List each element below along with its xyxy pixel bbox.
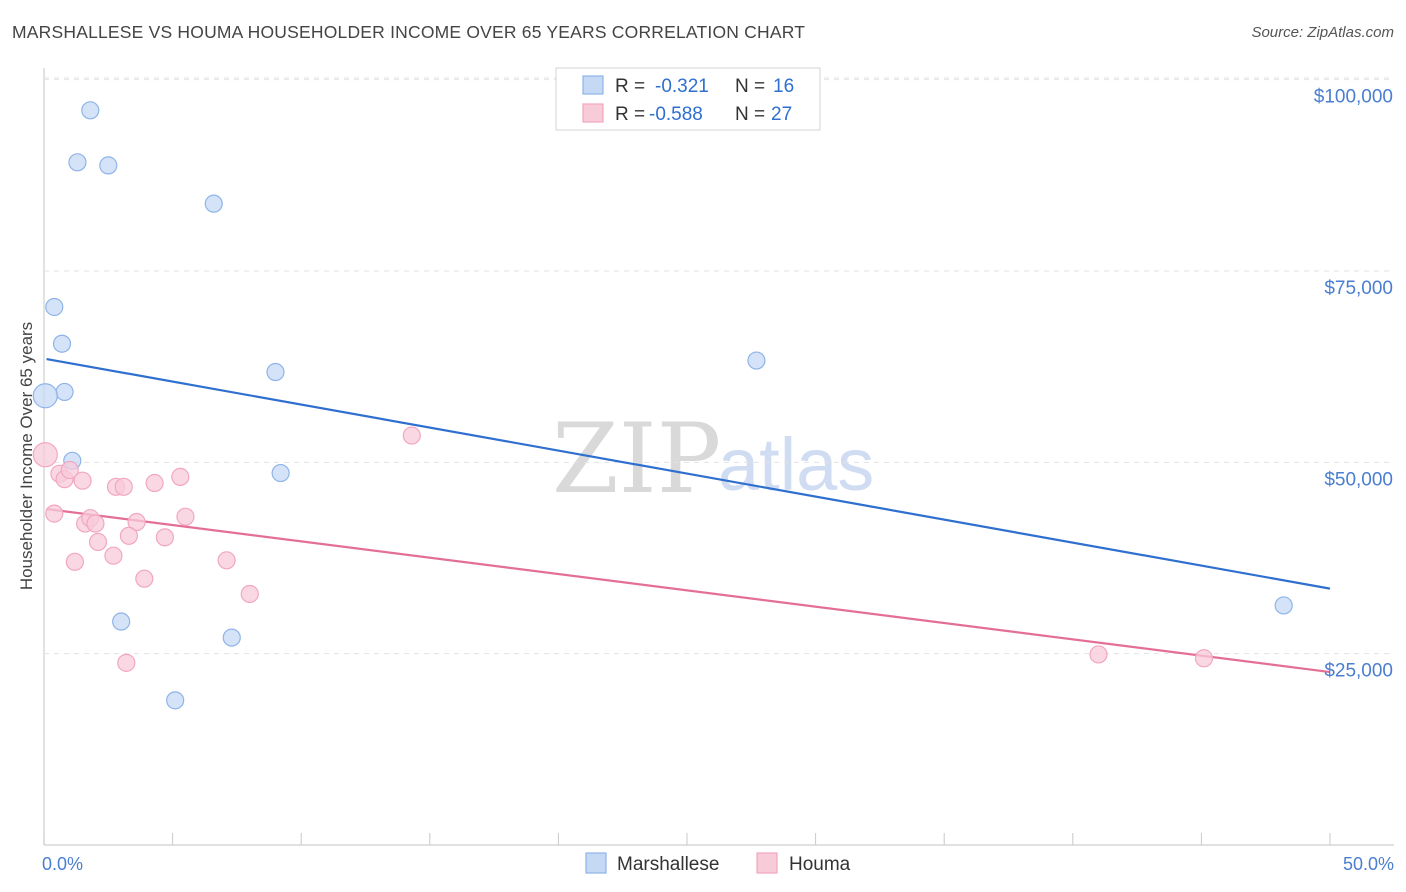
point-houma — [45, 504, 64, 523]
point-marshallese — [166, 691, 185, 710]
legend-r-value-1: -0.321 — [655, 76, 709, 97]
point-houma — [73, 471, 92, 490]
point-marshallese — [45, 297, 64, 317]
trend-line-marshallese — [46, 357, 1331, 590]
bottom-legend-label-marshallese: Marshallese — [617, 854, 719, 875]
point-marshallese — [99, 156, 118, 175]
point-marshallese — [204, 194, 223, 213]
legend-r-label-1: R = — [615, 76, 645, 97]
legend-n-value-2: 27 — [771, 104, 792, 125]
legend-n-label-2: N = — [735, 104, 765, 125]
point-houma — [114, 477, 133, 496]
point-marshallese — [55, 382, 74, 402]
legend-r-label-2: R = — [615, 104, 645, 125]
point-marshallese — [68, 153, 87, 172]
legend-n-value-1: 16 — [773, 76, 794, 97]
bottom-legend-swatch-houma — [756, 852, 778, 874]
point-marshallese — [112, 612, 131, 631]
y-tick-label: $75,000 — [1324, 278, 1393, 299]
x-tick-label-min: 0.0% — [42, 854, 83, 874]
point-houma — [104, 546, 123, 565]
point-houma — [1089, 645, 1108, 664]
point-houma — [240, 584, 259, 604]
point-houma — [65, 552, 84, 571]
point-marshallese — [747, 351, 766, 370]
chart-title: MARSHALLESE VS HOUMA HOUSEHOLDER INCOME … — [12, 22, 806, 42]
point-houma — [32, 442, 58, 468]
point-marshallese — [52, 334, 72, 353]
legend-swatch-marshallese — [582, 75, 604, 95]
x-tick-label-max: 50.0% — [1343, 854, 1394, 874]
point-houma — [135, 569, 154, 588]
point-marshallese — [1274, 596, 1293, 615]
y-tick-label: $100,000 — [1314, 87, 1393, 108]
trend-line-houma — [46, 507, 1331, 674]
legend-swatch-houma — [582, 103, 604, 123]
y-axis-title: Householder Income Over 65 years — [17, 322, 36, 590]
point-marshallese — [32, 383, 58, 409]
watermark-zip: ZIP — [552, 403, 721, 515]
bottom-legend-swatch-marshallese — [585, 852, 607, 874]
point-marshallese — [222, 628, 241, 647]
stats-legend: R = -0.321 N = 16 R = -0.588 N = 27 — [555, 67, 821, 131]
point-houma — [60, 460, 79, 480]
y-tick-label: $50,000 — [1324, 469, 1393, 490]
point-houma — [88, 532, 108, 552]
point-marshallese — [81, 101, 100, 120]
point-houma — [127, 512, 146, 532]
point-marshallese — [271, 463, 290, 483]
legend-n-label-1: N = — [735, 76, 765, 97]
point-houma — [155, 528, 174, 547]
point-houma — [1194, 649, 1214, 668]
point-houma — [145, 473, 164, 493]
series-legend: Marshallese Houma — [585, 852, 851, 875]
point-houma — [171, 467, 190, 486]
point-marshallese — [266, 362, 285, 382]
point-houma — [86, 514, 105, 533]
point-houma — [117, 653, 136, 672]
point-houma — [217, 551, 236, 570]
legend-r-value-2: -0.588 — [649, 104, 703, 125]
chart-source: Source: ZipAtlas.com — [1251, 24, 1394, 41]
point-houma — [119, 526, 138, 545]
y-tick-label: $25,000 — [1324, 661, 1393, 682]
bottom-legend-label-houma: Houma — [789, 854, 851, 875]
point-houma — [176, 507, 195, 526]
point-houma — [402, 426, 421, 445]
